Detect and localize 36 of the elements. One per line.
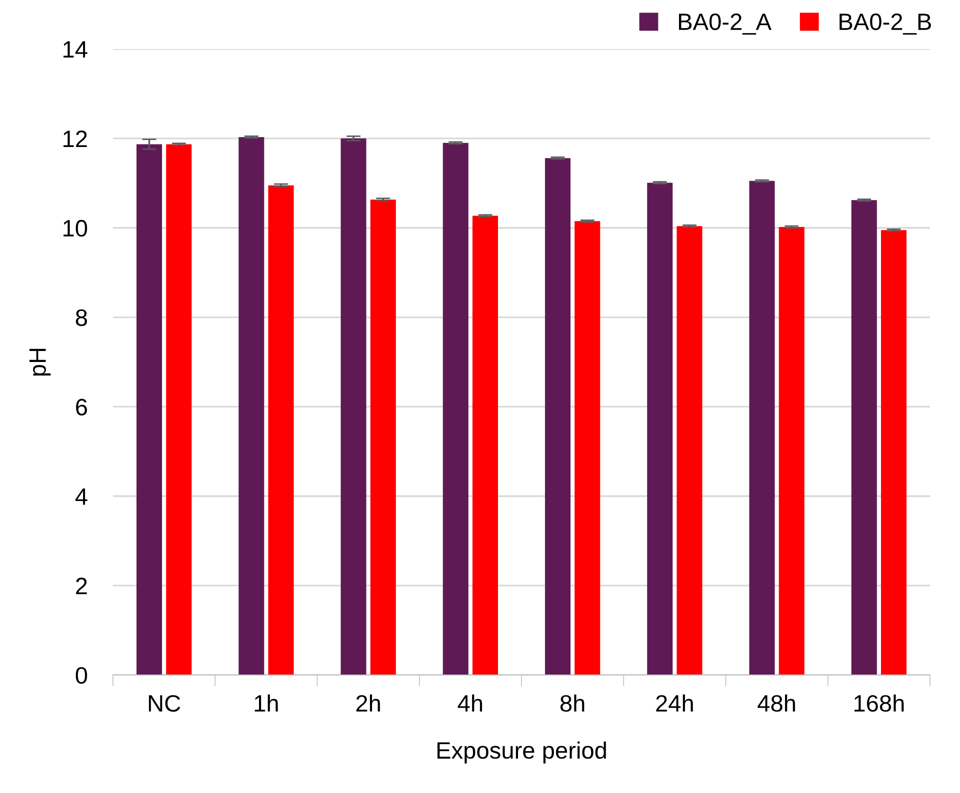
x-tick-label: 2h: [356, 694, 380, 712]
y-tick-label: 14: [64, 41, 88, 58]
x-tick-label: NC: [148, 695, 180, 712]
bar: [136, 144, 162, 675]
y-tick-label: 6: [76, 398, 87, 416]
bar: [880, 230, 907, 675]
y-tick-label: 8: [76, 309, 87, 326]
bar: [544, 158, 571, 675]
x-tick-label: 8h: [560, 694, 584, 712]
x-tick-label: 1h: [254, 694, 278, 712]
bar: [268, 185, 294, 675]
y-tick-label: 0: [76, 667, 88, 684]
bar: [340, 138, 366, 675]
x-axis-title: Exposure period: [437, 741, 606, 764]
legend-label: BA0-2_A: [679, 13, 772, 35]
x-tick-label: 24h: [656, 694, 693, 712]
x-tick-label: 4h: [458, 694, 482, 712]
y-tick-label: 2: [76, 578, 87, 594]
bar: [851, 200, 877, 675]
bar: [676, 226, 702, 675]
bar: [647, 182, 673, 675]
bar: [778, 226, 804, 675]
bar: [574, 221, 600, 675]
x-tick-label: 168h: [854, 694, 904, 712]
bar: [238, 137, 264, 675]
y-tick-label: 10: [64, 220, 88, 237]
y-tick-label: 12: [64, 130, 87, 147]
legend-label: BA0-2_B: [840, 13, 931, 35]
bar: [442, 142, 468, 675]
bar: [166, 144, 192, 675]
y-tick-label: 4: [75, 488, 88, 505]
x-tick-label: 48h: [758, 694, 795, 712]
bar: [472, 216, 498, 675]
bar: [370, 200, 396, 675]
bar: [749, 180, 775, 675]
y-axis-title: pH: [29, 348, 51, 376]
